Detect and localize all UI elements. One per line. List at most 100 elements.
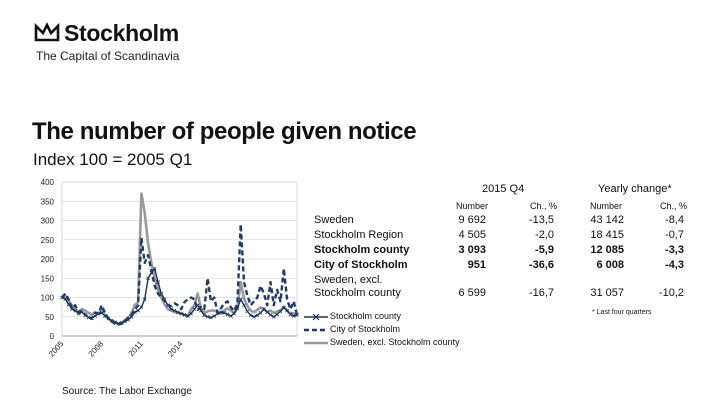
yearly-change: -0,7 [665, 229, 684, 241]
x-tick-label: 2011 [127, 339, 146, 358]
data-point-stockholm-county [218, 310, 223, 315]
y-tick-label: 250 [41, 236, 55, 245]
yearly-number: 12 085 [590, 244, 624, 256]
data-point-stockholm-county [228, 314, 233, 318]
header-2015-q4: 2015 Q4 [482, 183, 525, 195]
data-point-stockholm-county [172, 308, 177, 313]
data-point-stockholm-county [185, 314, 190, 318]
q4-number: 951 [467, 259, 486, 271]
data-point-stockholm-county [212, 314, 217, 318]
y-tick-label: 350 [41, 197, 55, 206]
legend-item-sweden-excl: Sweden, excl. Stockholm county [304, 337, 504, 349]
data-point-stockholm-county [136, 308, 141, 313]
y-tick-label: 400 [41, 178, 55, 187]
data-point-stockholm-county [278, 309, 283, 314]
x-tick-label: 2014 [166, 339, 185, 359]
legend-swatch-sweden-excl [304, 341, 328, 345]
yearly-change: -8,4 [665, 214, 684, 226]
data-point-stockholm-county [255, 313, 260, 318]
yearly-number: 18 415 [590, 229, 624, 241]
data-point-stockholm-county [288, 312, 293, 317]
table-row-stockholm-county: Stockholm county 3 093 -5,9 12 085 -3,3 [312, 244, 712, 259]
yearly-number: 6 008 [596, 259, 624, 271]
subheader-yearly-change: Ch., % [660, 201, 688, 211]
subheader-yearly-number: Number [590, 201, 623, 211]
data-point-stockholm-county [209, 315, 213, 320]
subheader-q4-number: Number [456, 201, 489, 211]
data-point-stockholm-county [271, 314, 276, 319]
yearly-change: -4,3 [665, 259, 684, 271]
data-point-stockholm-county [265, 310, 270, 315]
q4-change: -16,7 [528, 287, 554, 299]
x-tick-label: 2008 [87, 339, 106, 359]
q4-number: 9 692 [458, 214, 486, 226]
crown-icon [34, 22, 60, 42]
logo: Stockholm The Capital of Scandinavia [34, 20, 234, 64]
yearly-number: 31 057 [590, 287, 624, 299]
legend-label: City of Stockholm [330, 324, 401, 334]
data-point-stockholm-county [285, 308, 289, 313]
y-tick-label: 150 [41, 274, 55, 283]
data-point-stockholm-county [73, 308, 78, 313]
table-row-sweden-excl: Stockholm county 6 599 -16,7 31 057 -10,… [312, 287, 712, 302]
data-point-stockholm-county [169, 307, 174, 311]
data-point-stockholm-county [262, 307, 266, 311]
data-point-stockholm-county [142, 297, 147, 302]
stats-table: 2015 Q4 Yearly change* Number Ch., % Num… [312, 183, 712, 323]
page-subtitle: Index 100 = 2005 Q1 [33, 150, 193, 169]
table-row-sweden: Sweden 9 692 -13,5 43 142 -8,4 [312, 214, 712, 229]
y-tick-label: 300 [41, 217, 55, 226]
legend-swatch-stockholm-county [304, 313, 328, 321]
legend-swatch-city-of-stockholm [304, 328, 328, 332]
q4-number: 4 505 [458, 229, 486, 241]
q4-number: 6 599 [458, 287, 486, 299]
table-row-city-of-stockholm: City of Stockholm 951 -36,6 6 008 -4,3 [312, 259, 712, 274]
row-label: Sweden, excl. [314, 274, 383, 286]
data-point-stockholm-county [152, 266, 157, 271]
row-label: Stockholm county [314, 244, 410, 256]
q4-change: -5,9 [535, 244, 554, 256]
q4-change: -2,0 [535, 229, 554, 241]
data-point-stockholm-county [232, 311, 236, 316]
legend-label: Sweden, excl. Stockholm county [330, 337, 460, 347]
y-tick-label: 0 [50, 332, 55, 341]
yearly-change: -10,2 [658, 287, 684, 299]
data-point-stockholm-county [205, 314, 210, 319]
data-point-stockholm-county [245, 309, 250, 314]
table-footnote: * Last four quarters [592, 309, 652, 316]
data-point-stockholm-county [222, 311, 227, 315]
data-point-stockholm-county [182, 312, 187, 317]
page-title: The number of people given notice [32, 118, 417, 145]
source-note: Source: The Labor Exchange [62, 386, 192, 397]
subheader-q4-change: Ch., % [530, 201, 558, 211]
data-point-stockholm-county [225, 312, 230, 317]
data-point-stockholm-county [199, 308, 203, 313]
chart-series [60, 192, 299, 326]
table-row-stockholm-region: Stockholm Region 4 505 -2,0 18 415 -0,7 [312, 229, 712, 244]
legend-item-stockholm-county: Stockholm county [304, 311, 504, 323]
data-point-stockholm-county [275, 312, 280, 317]
data-point-stockholm-county [179, 311, 184, 316]
data-point-stockholm-county [248, 313, 253, 318]
data-point-stockholm-county [146, 276, 150, 281]
table-row-sweden-excl-label: Sweden, excl. [312, 274, 712, 289]
data-point-stockholm-county [202, 313, 207, 318]
data-point-stockholm-county [175, 310, 180, 315]
yearly-number: 43 142 [590, 214, 624, 226]
brand-tagline: The Capital of Scandinavia [36, 49, 180, 63]
data-point-stockholm-county [129, 314, 134, 319]
row-label: City of Stockholm [314, 259, 408, 271]
data-point-stockholm-county [242, 303, 246, 308]
row-label: Stockholm Region [314, 229, 404, 241]
data-point-stockholm-county [238, 297, 243, 302]
data-point-stockholm-county [63, 297, 68, 301]
data-point-stockholm-county [156, 280, 160, 284]
header-yearly-change: Yearly change* [598, 183, 672, 195]
data-point-stockholm-county [252, 314, 256, 319]
yearly-change: -3,3 [665, 244, 684, 256]
row-label: Stockholm county [314, 287, 401, 299]
data-point-stockholm-county [189, 311, 193, 316]
data-point-stockholm-county [99, 311, 104, 315]
legend-item-city-of-stockholm: City of Stockholm [304, 324, 504, 336]
data-point-stockholm-county [258, 311, 263, 315]
